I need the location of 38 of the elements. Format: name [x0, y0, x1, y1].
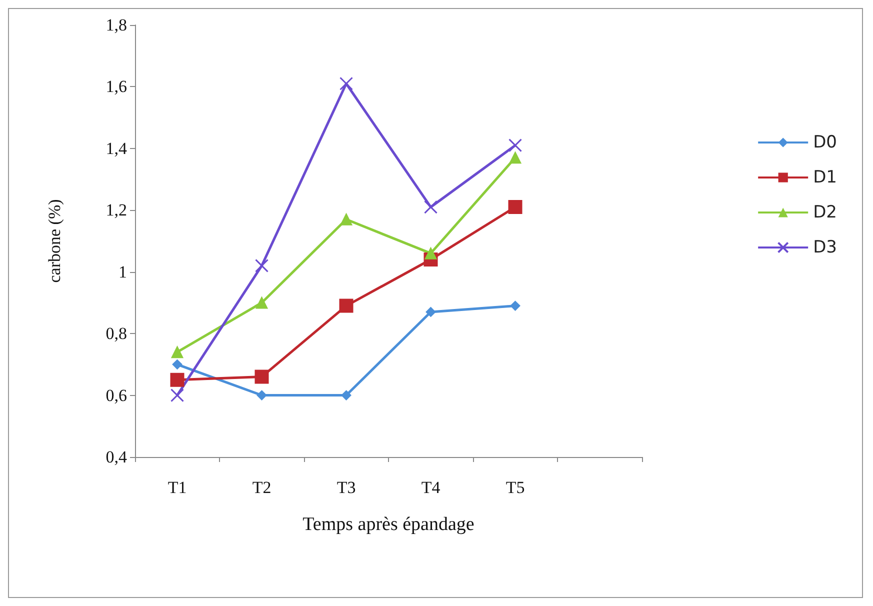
y-tick-label: 1,4	[106, 138, 128, 158]
point	[256, 296, 268, 309]
legend-label: D0	[813, 132, 837, 152]
point	[509, 152, 522, 164]
y-tick-label: 1,2	[106, 200, 127, 220]
point	[424, 200, 438, 214]
legend-label: D2	[813, 202, 837, 222]
point	[172, 359, 182, 370]
point	[339, 298, 354, 313]
y-axis-title: carbone (%)	[45, 199, 64, 283]
point	[170, 388, 184, 402]
point	[426, 306, 436, 317]
point	[254, 370, 269, 384]
x-axis-title: Temps après épandage	[302, 514, 474, 535]
y-tick-label: 1,8	[106, 16, 127, 34]
x-tick-label: T2	[252, 478, 272, 497]
point	[341, 390, 352, 400]
legend-label: D1	[813, 168, 837, 188]
point	[340, 213, 352, 226]
point	[340, 76, 353, 90]
x-tick-label: T4	[421, 478, 441, 497]
y-tick-label: 0,6	[106, 386, 127, 405]
point	[256, 390, 267, 400]
point	[510, 300, 520, 311]
point	[255, 258, 268, 272]
y-tick-label: 0,8	[106, 324, 127, 344]
point	[508, 138, 522, 152]
y-tick-label: 1	[118, 262, 127, 282]
point	[171, 346, 184, 358]
point	[424, 247, 437, 260]
y-tick-label: 0,4	[106, 448, 128, 466]
point	[508, 200, 522, 214]
legend-label: D3	[813, 238, 837, 258]
x-tick-label: T5	[506, 478, 525, 497]
point	[170, 372, 184, 387]
y-tick-label: 1,6	[106, 77, 127, 96]
x-tick-label: T1	[168, 478, 187, 497]
x-tick-label: T3	[336, 478, 356, 497]
